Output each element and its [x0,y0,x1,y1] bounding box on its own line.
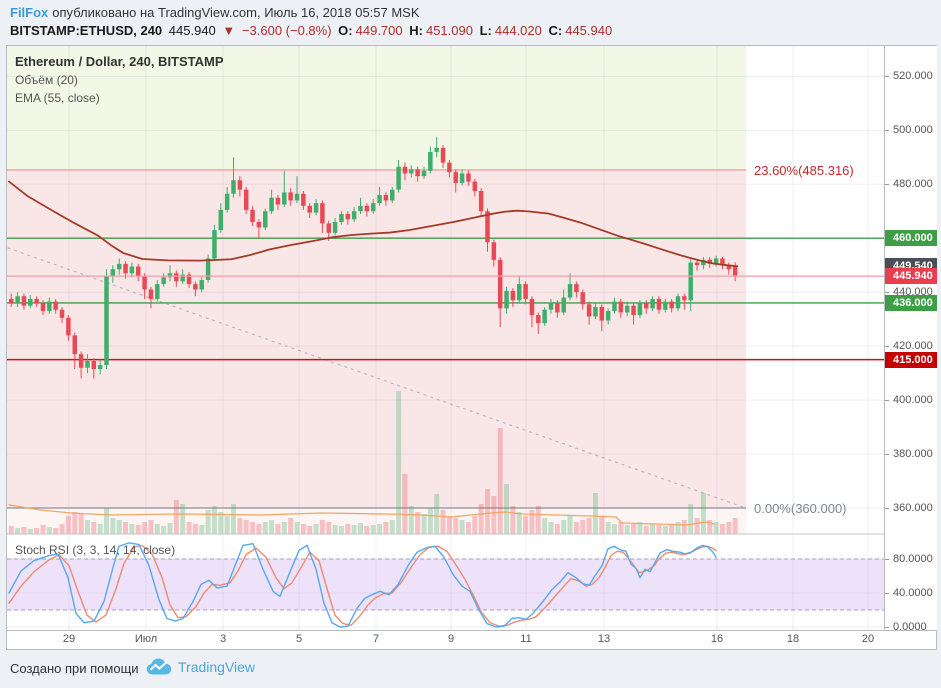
time-tick: 11 [520,633,532,645]
price-axis: 520.000500.000480.000460.000440.000420.0… [884,46,937,633]
price-tick: 40.0000 [885,586,937,600]
price-tick: 400.000 [885,393,937,407]
price-tick: 380.000 [885,447,937,461]
price-tick: 80.0000 [885,552,937,566]
time-tick: 13 [597,633,611,645]
price-tick: 500.000 [885,123,937,137]
low-label: L: [479,23,492,38]
chart-container: Ethereum / Dollar, 240, BITSTAMP Объём (… [6,45,937,650]
price-tick: 520.000 [885,69,937,83]
tradingview-brand-text: TradingView [178,658,256,675]
close-label: C: [548,23,563,38]
time-tick: Июл [134,633,158,645]
open-value: 449.700 [355,23,403,38]
last-price: 445.940 [168,23,216,38]
published-text: опубликовано на TradingView.com, Июль 16… [52,5,420,20]
time-tick: 3 [219,633,227,645]
time-tick: 9 [447,633,455,645]
time-tick: 16 [710,633,724,645]
footer: Создано при помощи TradingView [0,650,941,688]
time-tick: 20 [861,633,875,645]
time-tick: 29 [62,633,76,645]
price-badge: 436.000 [885,294,937,311]
price-tick: 360.000 [885,501,937,515]
created-with-text: Создано при помощи [10,661,139,676]
high-value: 451.090 [425,23,473,38]
price-badge: 445.940 [885,268,937,285]
symbol-header: BITSTAMP:ETHUSD, 240 445.940 ▼ −3.600 (−… [10,23,615,38]
price-badge: 460.000 [885,230,937,247]
chart-canvas [7,46,884,630]
time-tick: 7 [372,633,380,645]
low-value: 444.020 [494,23,542,38]
time-tick: 5 [295,633,303,645]
price-tick: 480.000 [885,177,937,191]
close-value: 445.940 [565,23,613,38]
plot-area: Ethereum / Dollar, 240, BITSTAMP Объём (… [7,46,884,630]
price-tick: 420.000 [885,339,937,353]
tradingview-logo-icon [146,658,172,675]
tradingview-link[interactable]: TradingView [146,658,255,675]
price-change: −3.600 (−0.8%) [241,23,332,38]
open-label: O: [338,23,353,38]
down-arrow-icon: ▼ [222,23,236,38]
price-badge: 415.000 [885,351,937,368]
time-axis: 29 Июл 3 5 7 9 11 13 16 18 20 [7,630,936,649]
time-tick: 18 [786,633,800,645]
symbol-name: BITSTAMP:ETHUSD, 240 [10,23,163,38]
author-link[interactable]: FilFox [10,5,49,20]
publish-header: FilFox опубликовано на TradingView.com, И… [10,5,420,20]
high-label: H: [409,23,423,38]
